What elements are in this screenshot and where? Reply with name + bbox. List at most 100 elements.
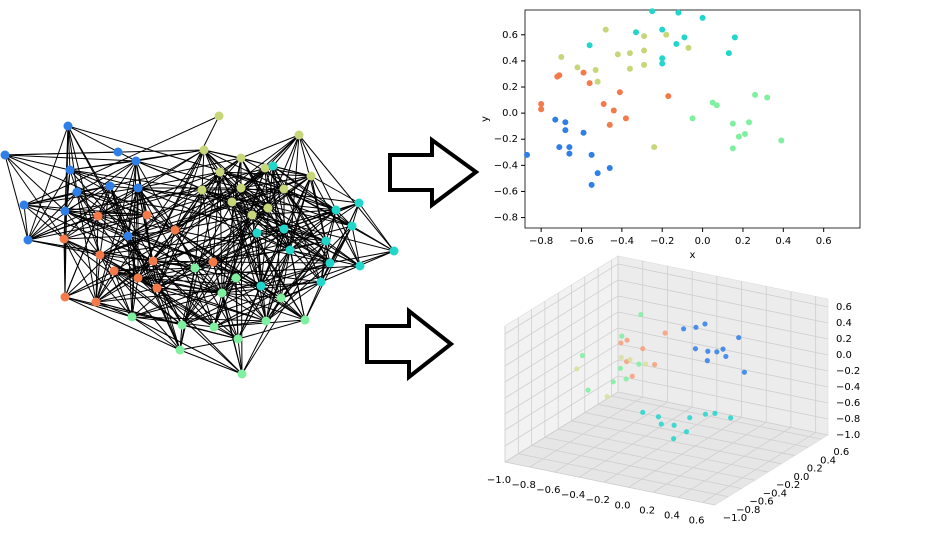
node — [60, 206, 70, 216]
grid-line — [702, 432, 816, 503]
network-graph — [0, 111, 399, 379]
point — [585, 387, 591, 393]
node — [347, 221, 357, 231]
y-axis-label: y — [480, 116, 491, 122]
x-tick-label: 0.4 — [775, 236, 791, 247]
edge — [320, 209, 337, 283]
point — [600, 100, 607, 107]
point — [736, 334, 742, 341]
point — [562, 127, 569, 134]
scatter-3d: −1.0 −0.8 −0.6 −0.4 −0.2 0.0 0.2 0.4 0.6 −1.0−0.8… — [487, 255, 860, 526]
grid-line — [504, 279, 619, 351]
grid-line — [504, 391, 619, 463]
node — [263, 203, 273, 213]
node — [93, 211, 103, 221]
y-tick-label: 0.6 — [502, 30, 518, 41]
edge — [179, 267, 196, 351]
edge — [97, 165, 274, 217]
edge — [240, 134, 300, 189]
x-tick-label: 0.0 — [695, 236, 711, 247]
point — [556, 72, 563, 79]
point — [636, 361, 642, 367]
edge — [201, 149, 205, 191]
edge — [335, 209, 361, 267]
edge — [310, 175, 360, 204]
grid-line — [598, 403, 809, 448]
edge — [4, 154, 29, 241]
edge — [99, 254, 133, 318]
edge — [251, 214, 291, 251]
node — [355, 261, 365, 271]
grid-line — [617, 375, 829, 420]
node — [59, 234, 69, 244]
node — [131, 156, 141, 166]
y-tick-label: 0.2 — [807, 464, 823, 475]
edge — [181, 277, 237, 326]
point — [592, 67, 599, 74]
edge — [63, 235, 129, 240]
edge — [264, 167, 269, 209]
edge — [137, 187, 148, 216]
x-tick-label: 0.2 — [735, 236, 751, 247]
edge — [4, 154, 66, 212]
edge — [95, 270, 115, 303]
grid-line — [617, 263, 829, 308]
point — [626, 50, 633, 57]
point — [692, 346, 699, 352]
edge — [63, 215, 99, 240]
edge — [99, 185, 111, 256]
point — [574, 64, 581, 71]
node — [294, 130, 304, 140]
point — [580, 129, 587, 136]
point — [725, 50, 732, 57]
edge — [231, 201, 291, 251]
edge — [99, 235, 129, 256]
edge — [201, 189, 253, 216]
edge — [64, 296, 133, 318]
z-tick-label: −1.0 — [836, 430, 860, 441]
point — [681, 326, 687, 332]
edge — [181, 261, 214, 326]
z-tick-label: −0.6 — [836, 398, 860, 409]
edge — [320, 240, 327, 283]
node — [214, 111, 224, 121]
point — [641, 61, 648, 68]
edge — [351, 225, 395, 252]
x-tick-label: −0.4 — [561, 490, 585, 501]
node — [65, 165, 75, 175]
point — [614, 51, 621, 58]
grid-line — [554, 401, 668, 473]
x-tick-label: −0.4 — [610, 236, 634, 247]
edge — [260, 165, 274, 287]
node — [127, 312, 137, 322]
x-tick-label: −0.2 — [586, 495, 610, 506]
edge — [221, 292, 243, 375]
edge — [99, 254, 154, 262]
node — [19, 200, 29, 210]
point — [574, 366, 580, 372]
point — [658, 421, 664, 427]
edge — [4, 154, 71, 171]
point — [699, 14, 706, 21]
edge — [219, 171, 322, 283]
point — [640, 409, 646, 415]
x-axis-label: x — [690, 250, 696, 261]
point — [627, 356, 633, 363]
point — [741, 369, 748, 375]
point — [594, 170, 601, 177]
z-tick-label: −0.2 — [836, 366, 860, 377]
edge — [325, 209, 337, 242]
point — [702, 411, 709, 417]
edge — [131, 277, 139, 318]
node — [105, 181, 115, 191]
edge — [231, 201, 262, 287]
point — [735, 133, 742, 140]
point — [579, 352, 586, 359]
point — [652, 361, 658, 368]
edge — [272, 165, 337, 211]
node — [123, 231, 133, 241]
grid-line — [544, 436, 755, 481]
point — [538, 100, 545, 107]
node — [60, 292, 70, 302]
point — [619, 333, 625, 339]
